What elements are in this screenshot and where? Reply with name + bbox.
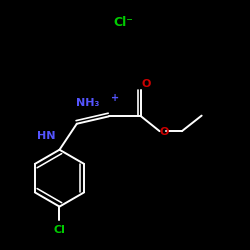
Text: O: O (142, 79, 151, 89)
Text: Cl: Cl (54, 225, 66, 235)
Text: O: O (160, 128, 169, 138)
Text: NH₃: NH₃ (76, 98, 99, 108)
Text: HN: HN (37, 131, 55, 141)
Text: Cl⁻: Cl⁻ (114, 16, 134, 29)
Text: +: + (112, 93, 120, 103)
